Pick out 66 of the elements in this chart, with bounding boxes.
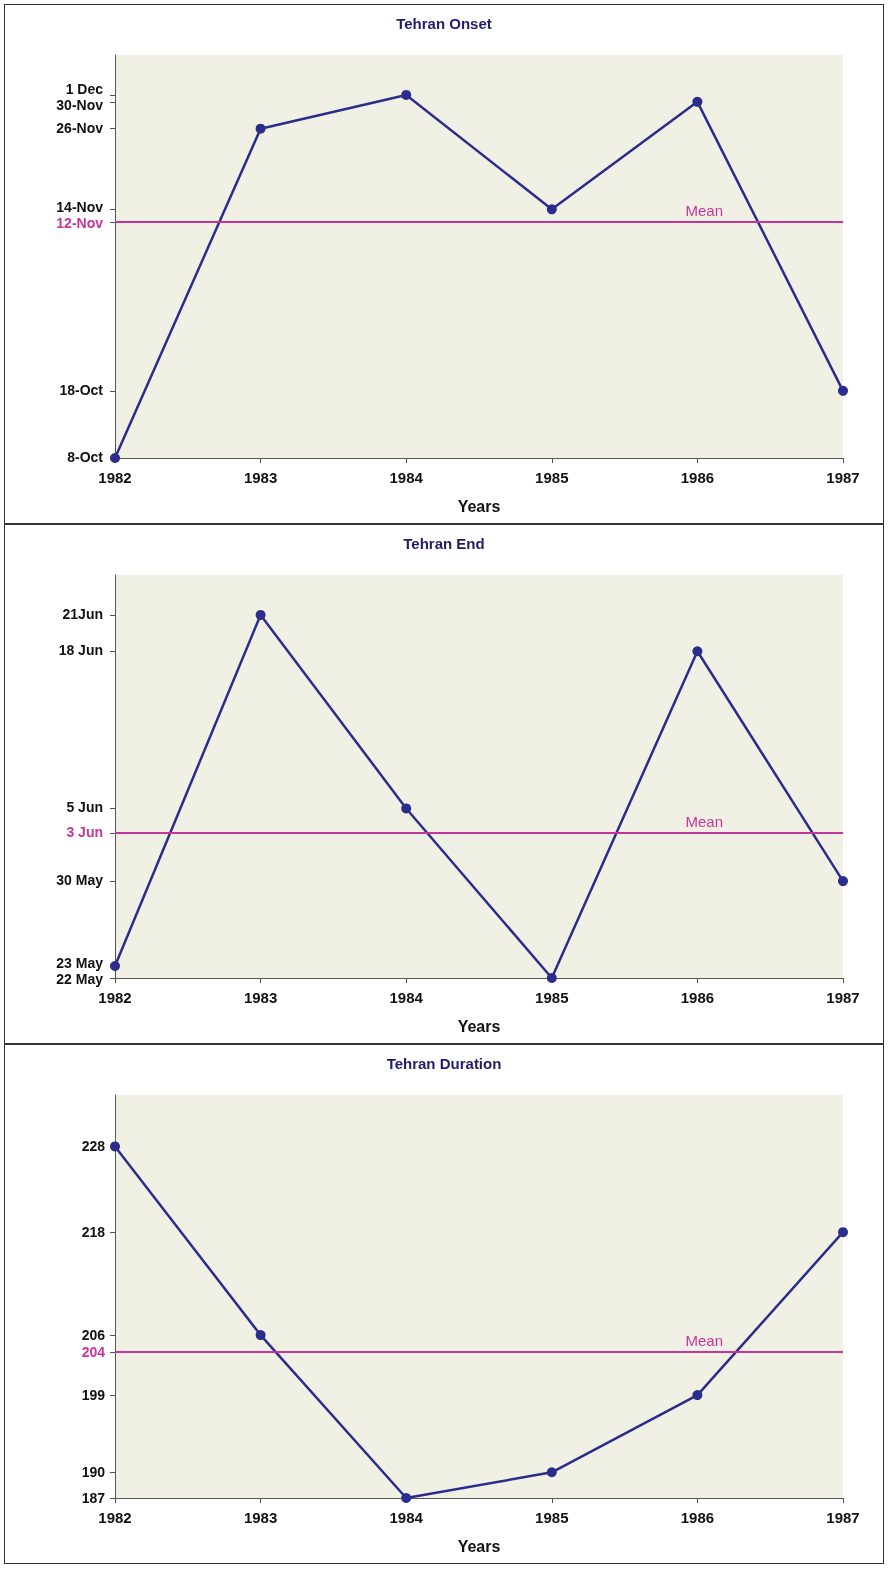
text: 8-Oct: [67, 449, 104, 465]
y-tick-label: 190: [81, 1464, 106, 1481]
chart-title: Tehran End: [403, 535, 485, 552]
point: [692, 96, 703, 107]
chart-title: Tehran Duration: [386, 1055, 502, 1072]
text: 30-Nov: [56, 97, 104, 114]
y-tick-label: 187: [81, 1490, 106, 1506]
point: [692, 1390, 703, 1401]
x-tick-label: 1986: [680, 989, 715, 1006]
point: [401, 1493, 412, 1503]
x-tick-label: 1987: [826, 989, 860, 1006]
x-tick-label: 1984: [389, 1509, 424, 1526]
text: 18 Jun: [58, 642, 103, 659]
y-tick-label: 199: [81, 1387, 106, 1404]
text: 21Jun: [62, 605, 103, 622]
point: [110, 453, 120, 463]
point: [110, 961, 120, 972]
x-tick-label: 1985: [535, 1509, 569, 1526]
point: [255, 609, 266, 620]
y-tick-label: 228: [81, 1138, 106, 1155]
point: [401, 89, 412, 100]
text: 30 May: [56, 872, 104, 889]
x-tick-label: 1986: [680, 1509, 715, 1526]
x-tick-label: 1982: [98, 989, 132, 1006]
x-tick-label: 1982: [98, 1509, 132, 1526]
text: 23 May: [56, 955, 104, 972]
ref-line-label: Mean: [685, 202, 723, 220]
point: [255, 1330, 266, 1341]
x-tick-label: 1983: [243, 1509, 278, 1526]
point: [838, 876, 848, 887]
x-tick-label: 1987: [826, 1509, 860, 1526]
point: [546, 1467, 557, 1478]
x-tick-label: 1985: [535, 989, 569, 1006]
x-tick-label: 1987: [826, 469, 860, 486]
text: 5 Jun: [66, 799, 103, 816]
text: 3 Jun: [66, 823, 103, 840]
text: 12-Nov: [56, 215, 104, 232]
point: [546, 204, 557, 215]
y-tick-label: 206: [81, 1327, 106, 1344]
x-tick-label: 1984: [389, 989, 424, 1006]
point: [838, 1227, 848, 1238]
point: [692, 646, 703, 657]
x-tick-label: 1983: [243, 469, 278, 486]
text: 14-Nov: [56, 199, 104, 216]
point: [838, 385, 848, 396]
text: 18-Oct: [59, 381, 104, 398]
point: [255, 123, 266, 134]
ref-line-label: Mean: [685, 812, 723, 830]
y-tick-label: 204: [81, 1344, 106, 1361]
chart-title: Tehran Onset: [396, 15, 492, 32]
ref-line-label: Mean: [685, 1332, 723, 1350]
text: 26-Nov: [56, 119, 104, 136]
x-axis-title: Years: [457, 497, 501, 515]
x-tick-label: 1983: [243, 989, 278, 1006]
y-tick-label: 218: [81, 1224, 106, 1241]
x-axis-title: Years: [457, 1017, 501, 1035]
point: [401, 803, 412, 814]
x-tick-label: 1982: [98, 469, 132, 486]
point: [110, 1141, 120, 1152]
x-tick-label: 1984: [389, 469, 424, 486]
x-tick-label: 1986: [680, 469, 715, 486]
point: [546, 973, 557, 983]
x-axis-title: Years: [457, 1537, 501, 1555]
text: 22 May: [56, 971, 104, 988]
x-tick-label: 1985: [535, 469, 569, 486]
text: 1 Dec: [65, 81, 104, 98]
